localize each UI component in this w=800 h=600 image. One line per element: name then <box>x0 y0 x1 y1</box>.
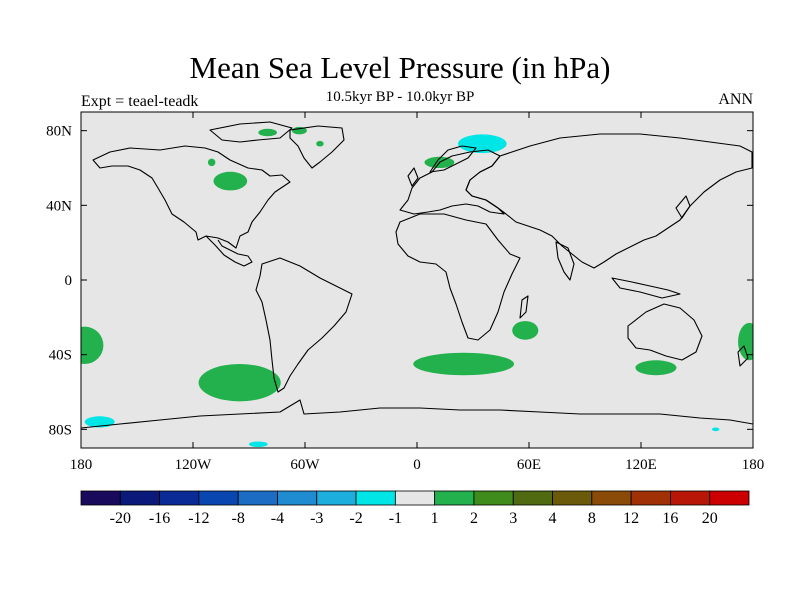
colorbar-swatch <box>434 490 475 506</box>
lat-label: 40S <box>49 348 72 364</box>
anomaly-south-australia <box>635 360 677 376</box>
coast-madagascar <box>519 295 529 319</box>
anomaly-south-atlantic <box>413 352 515 376</box>
colorbar-swatch <box>394 490 436 506</box>
lon-label: 60E <box>517 457 541 473</box>
colorbar-swatch <box>552 490 593 506</box>
colorbar-swatch <box>159 490 200 506</box>
longitude-axis: 180 120W 60W 0 60E 120E 180 <box>70 112 765 473</box>
colorbar-label: 3 <box>509 510 517 527</box>
coast-australia <box>627 303 703 361</box>
anomaly-south-pacific-east <box>198 364 281 402</box>
anomaly-tasman <box>738 322 753 361</box>
anomaly-layer <box>81 126 753 448</box>
colorbar-label: -12 <box>188 510 209 527</box>
coast-central-america <box>205 235 253 267</box>
coast-greenland <box>289 125 345 169</box>
colorbar-swatch <box>119 490 160 506</box>
coast-indonesia <box>611 277 681 299</box>
latitude-axis: 80N 40N 0 40S 80S <box>46 124 753 438</box>
coast-south-america <box>255 257 353 393</box>
anomaly-north-atlantic-nw <box>213 171 248 191</box>
coast-britain <box>407 167 419 187</box>
coast-new-zealand <box>737 345 749 367</box>
anomaly-barents-cyan <box>458 134 507 154</box>
colorbar-label: 20 <box>702 510 718 527</box>
lon-label: 0 <box>413 457 421 473</box>
colorbar-swatch <box>277 490 318 506</box>
lat-label: 80S <box>49 422 72 438</box>
anomaly-south-indian <box>512 321 539 340</box>
coast-arctic-islands <box>209 121 293 143</box>
lon-label: 120W <box>175 457 213 473</box>
coastline-layer <box>81 121 753 429</box>
colorbar-label: 16 <box>662 510 678 527</box>
colorbar-swatch <box>630 490 671 506</box>
colorbar-label: -4 <box>271 510 284 527</box>
anomaly-arctic-canada-patch <box>258 128 277 137</box>
colorbar-label: 2 <box>470 510 478 527</box>
colorbar-swatch <box>316 490 357 506</box>
colorbar-label: -20 <box>110 510 131 527</box>
colorbar-swatch <box>237 490 278 506</box>
colorbar-swatch <box>709 490 750 506</box>
colorbar-label: -16 <box>149 510 170 527</box>
lat-label: 40N <box>46 198 72 214</box>
colorbar-label: 1 <box>431 510 439 527</box>
coast-scandinavia <box>429 145 477 173</box>
colorbar-swatch <box>355 490 396 506</box>
lon-label: 180 <box>70 457 93 473</box>
colorbar-swatch <box>670 490 711 506</box>
colorbar: -20 -16 -12 -8 -4 -3 -2 -1 1 2 3 4 8 12 16 20 <box>80 490 750 527</box>
colorbar-label: -8 <box>232 510 245 527</box>
colorbar-label: 8 <box>588 510 596 527</box>
coast-asia <box>465 133 753 269</box>
colorbar-label: 12 <box>623 510 639 527</box>
colorbar-label: -1 <box>389 510 402 527</box>
anomaly-greenland-east-patch <box>316 140 324 147</box>
colorbar-swatch <box>198 490 239 506</box>
lon-label: 60W <box>290 457 320 473</box>
anomaly-antarctic-cyan-east <box>711 427 720 432</box>
coast-india <box>555 241 575 281</box>
lon-label: 120E <box>625 457 657 473</box>
map-background <box>81 112 753 448</box>
lon-label: 180 <box>742 457 765 473</box>
anomaly-antarctic-cyan-small <box>249 441 268 448</box>
colorbar-swatch <box>80 490 121 506</box>
coast-antarctica <box>81 399 753 429</box>
anomaly-ross-sea-cyan <box>84 416 115 428</box>
chart-subtitle: 10.5kyr BP - 10.0kyr BP <box>325 89 475 105</box>
coast-japan <box>675 195 691 219</box>
experiment-label: Expt = teael-teadk <box>81 93 199 110</box>
colorbar-swatch <box>591 490 632 506</box>
coast-africa <box>395 213 521 341</box>
coast-north-america <box>92 145 291 249</box>
chart-title: Mean Sea Level Pressure (in hPa) <box>189 50 611 85</box>
anomaly-hudson-bay-patch <box>207 158 216 167</box>
lat-label: 0 <box>65 273 73 289</box>
colorbar-label: 4 <box>549 510 557 527</box>
colorbar-swatch <box>512 490 553 506</box>
colorbar-label: -3 <box>310 510 323 527</box>
colorbar-swatch <box>473 490 514 506</box>
colorbar-label: -2 <box>349 510 362 527</box>
period-label: ANN <box>718 91 753 108</box>
lat-label: 80N <box>46 124 72 140</box>
